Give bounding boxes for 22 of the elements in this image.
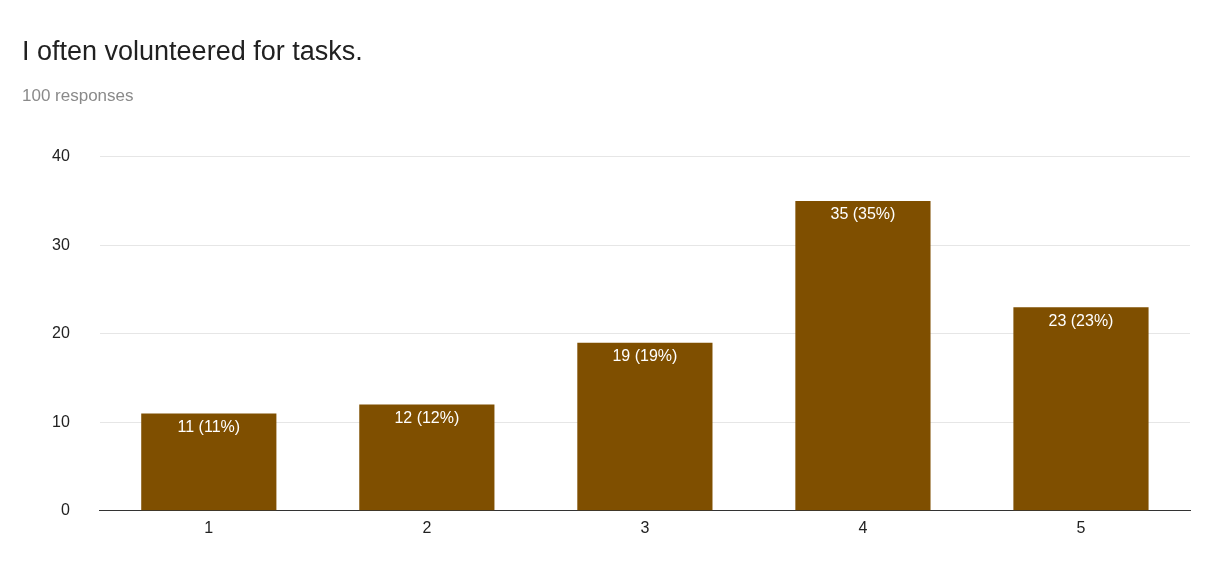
- bar: [141, 413, 277, 511]
- x-tick-label: 4: [858, 518, 868, 536]
- bar: [359, 404, 495, 511]
- y-tick-label: 20: [52, 324, 70, 342]
- data-label: 23 (23%): [1048, 311, 1114, 329]
- bar: [577, 342, 713, 511]
- chart-title: I often volunteered for tasks.: [22, 35, 363, 66]
- chart-subtitle: 100 responses: [22, 86, 134, 106]
- x-tick-label: 2: [422, 518, 432, 536]
- data-label: 35 (35%): [830, 205, 896, 223]
- x-tick-label: 5: [1076, 518, 1086, 536]
- x-tick-label: 3: [640, 518, 650, 536]
- x-tick-label: 1: [204, 518, 214, 536]
- bar: [1013, 307, 1149, 511]
- data-label: 11 (11%): [177, 417, 241, 435]
- data-label: 12 (12%): [394, 409, 460, 427]
- data-label: 19 (19%): [612, 347, 678, 365]
- y-tick-label: 0: [60, 501, 70, 519]
- bar: [795, 201, 931, 511]
- y-tick-label: 30: [52, 235, 70, 253]
- y-tick-label: 40: [52, 147, 70, 165]
- y-tick-label: 10: [52, 412, 70, 430]
